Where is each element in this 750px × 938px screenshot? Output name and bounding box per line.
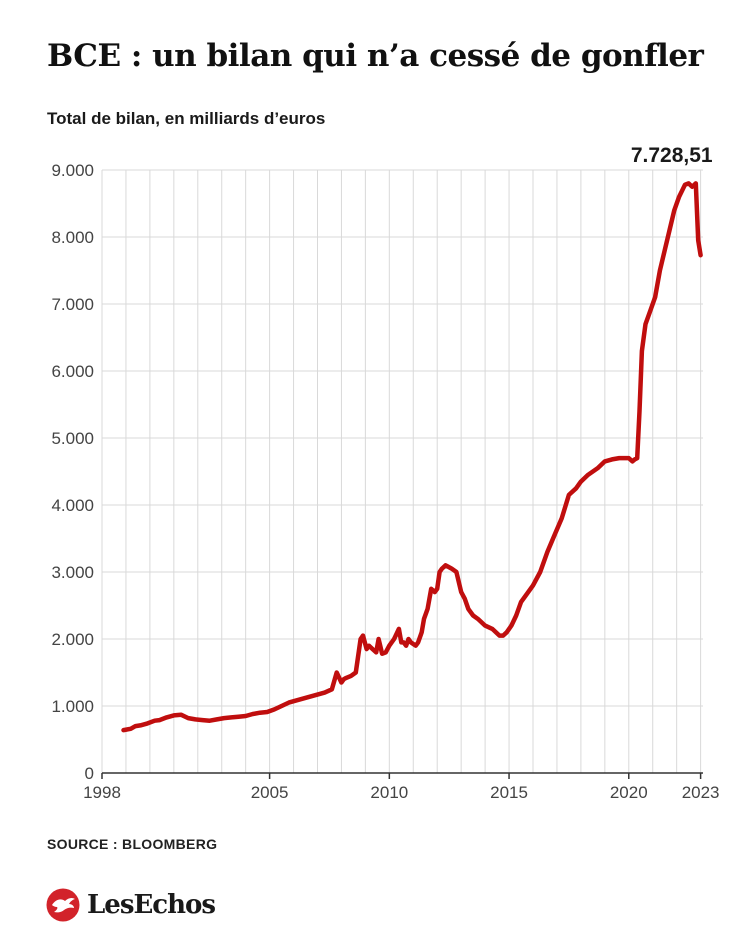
logo-wordmark: LesEchos xyxy=(87,890,216,920)
axes xyxy=(101,772,703,779)
y-tick-label: 4.000 xyxy=(51,496,94,515)
grid xyxy=(101,169,703,773)
x-tick-label: 2010 xyxy=(370,783,408,802)
y-tick-label: 0 xyxy=(85,764,94,783)
y-tick-label: 9.000 xyxy=(51,161,94,180)
y-tick-label: 2.000 xyxy=(51,630,94,649)
y-tick-label: 7.000 xyxy=(51,295,94,314)
les-echos-bird-logo-icon xyxy=(46,888,80,922)
y-tick-label: 3.000 xyxy=(51,563,94,582)
y-tick-label: 1.000 xyxy=(51,697,94,716)
chart-title: BCE : un bilan qui n’a cessé de gonfler xyxy=(47,38,704,74)
line-chart: 0 1.000 2.000 3.000 4.000 5.000 6.000 7.000 8.00… xyxy=(51,144,719,802)
y-tick-label: 5.000 xyxy=(51,429,94,448)
les-echos-logo: LesEchos xyxy=(46,888,216,922)
y-tick-label: 8.000 xyxy=(51,228,94,247)
y-axis-labels: 0 1.000 2.000 3.000 4.000 5.000 6.000 7.000 8.00… xyxy=(51,161,94,783)
series-line xyxy=(121,181,703,733)
x-tick-label: 2020 xyxy=(610,783,648,802)
x-tick-label: 2023 xyxy=(682,783,720,802)
series xyxy=(121,181,703,733)
x-tick-label: 2005 xyxy=(251,783,289,802)
x-axis-labels: 1998 2005 2010 2015 2020 2023 xyxy=(83,783,719,802)
chart-subtitle: Total de bilan, en milliards d’euros xyxy=(47,109,326,128)
x-tick-label: 1998 xyxy=(83,783,121,802)
annotations: 7.728,51 xyxy=(631,144,713,167)
source-note: SOURCE : BLOOMBERG xyxy=(47,836,218,852)
y-tick-label: 6.000 xyxy=(51,362,94,381)
x-tick-label: 2015 xyxy=(490,783,528,802)
last-value-annotation: 7.728,51 xyxy=(631,144,713,167)
